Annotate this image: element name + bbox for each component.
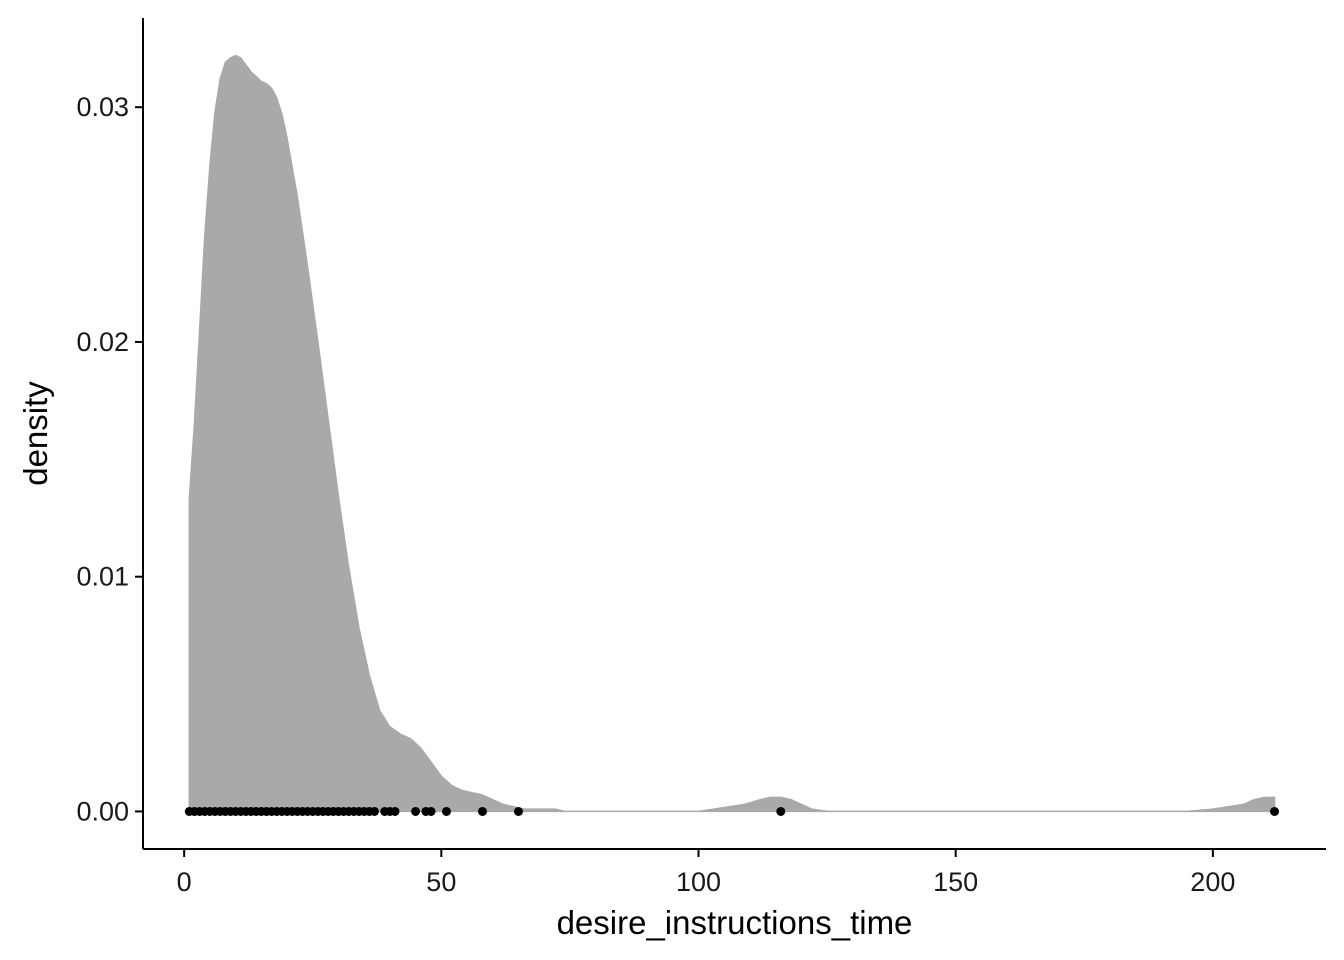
x-tick-label: 50 <box>426 867 456 897</box>
rug-points <box>184 806 1280 816</box>
x-tick-label: 150 <box>933 867 978 897</box>
x-axis-title: desire_instructions_time <box>557 904 913 941</box>
y-tick-label: 0.01 <box>76 562 129 592</box>
rug-point <box>477 806 487 816</box>
rug-point <box>441 806 451 816</box>
plot-area <box>184 54 1280 816</box>
rug-point <box>513 806 523 816</box>
x-axis-ticks: 0 50 100 150 200 <box>177 849 1235 897</box>
rug-point <box>1270 806 1280 816</box>
y-tick-label: 0.00 <box>76 796 129 826</box>
x-tick-label: 200 <box>1190 867 1235 897</box>
rug-point <box>776 806 786 816</box>
y-axis-title: density <box>17 381 54 486</box>
y-axis-ticks: 0.00 0.01 0.02 0.03 <box>76 92 143 826</box>
rug-point <box>390 806 400 816</box>
x-tick-label: 0 <box>177 867 192 897</box>
y-tick-label: 0.03 <box>76 92 129 122</box>
rug-point <box>369 806 379 816</box>
x-tick-label: 100 <box>676 867 721 897</box>
rug-point <box>426 806 436 816</box>
density-area <box>188 54 1276 813</box>
y-tick-label: 0.02 <box>76 327 129 357</box>
rug-point <box>411 806 421 816</box>
